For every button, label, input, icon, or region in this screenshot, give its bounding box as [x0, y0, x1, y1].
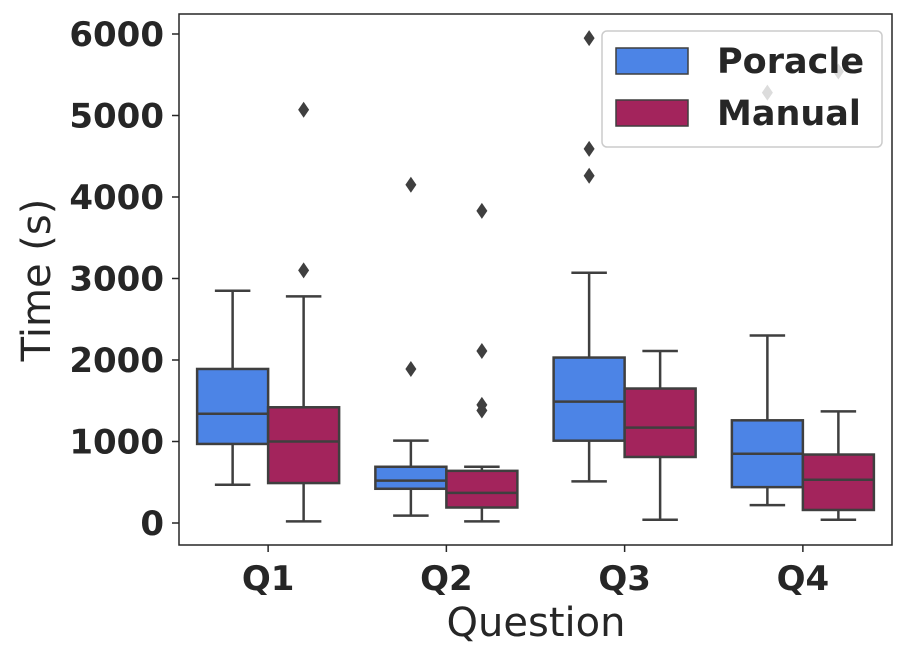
box-q3 — [623, 387, 697, 459]
y-axis: 0 1000 2000 3000 4000 5000 6000 — [69, 15, 179, 544]
y-tick-label: 4000 — [69, 178, 164, 218]
outlier-point — [405, 176, 417, 193]
box-q1 — [195, 367, 270, 446]
y-axis-label: Time (s) — [14, 199, 60, 363]
box-q2 — [374, 465, 448, 491]
outlier-point — [476, 343, 488, 360]
x-tick-label: Q2 — [420, 559, 473, 599]
outlier-point — [298, 101, 310, 118]
box-q2 — [445, 469, 519, 509]
legend: Poracle Manual — [601, 30, 883, 148]
outlier-point — [476, 202, 488, 219]
y-tick-label: 2000 — [69, 341, 164, 381]
outlier-point — [298, 262, 310, 279]
x-axis: Q1 Q2 Q3 Q4 — [242, 545, 829, 599]
outlier-point — [405, 360, 417, 377]
x-tick-label: Q1 — [242, 559, 295, 599]
outlier-point — [583, 140, 595, 157]
box-q1 — [266, 406, 341, 485]
x-tick-label: Q4 — [777, 559, 830, 599]
box-series — [195, 30, 876, 523]
box-q3 — [552, 356, 626, 442]
outlier-point — [583, 167, 595, 184]
outlier-point — [476, 396, 488, 413]
y-tick-label: 0 — [140, 504, 164, 544]
x-tick-label: Q3 — [598, 559, 651, 599]
legend-swatch-poracle — [615, 47, 689, 75]
legend-label-manual: Manual — [717, 94, 861, 134]
x-axis-label: Question — [447, 600, 626, 646]
outlier-point — [583, 30, 595, 47]
y-tick-label: 6000 — [69, 15, 164, 55]
y-tick-label: 1000 — [69, 423, 164, 463]
legend-swatch-manual — [615, 99, 689, 127]
y-tick-label: 5000 — [69, 97, 164, 137]
box-q4 — [801, 453, 876, 512]
legend-label-poracle: Poracle — [717, 42, 864, 82]
y-tick-label: 3000 — [69, 260, 164, 300]
series-manual — [266, 63, 876, 523]
